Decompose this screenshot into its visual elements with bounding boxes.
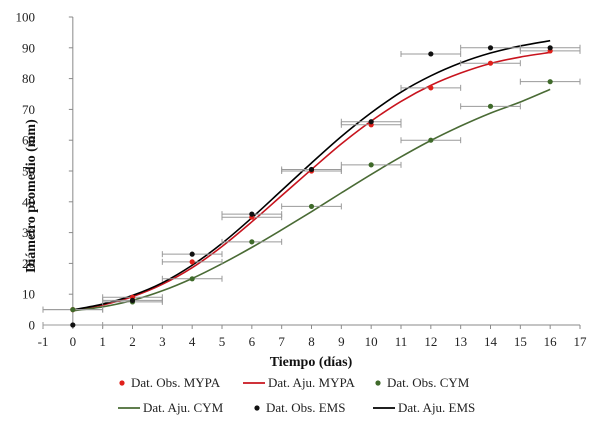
legend-label-dat-obs-mypa: Dat. Obs. MYPA <box>131 375 221 390</box>
x-tick-label: 14 <box>484 334 498 349</box>
x-tick-label: 10 <box>365 334 378 349</box>
y-tick-label: 70 <box>22 102 35 117</box>
data-point-dat-obs-cym <box>308 203 315 210</box>
x-tick-label: 13 <box>454 334 467 349</box>
legend-marker-dat-obs-cym <box>375 380 381 386</box>
data-point-dat-obs-cym <box>249 239 255 245</box>
data-point-dat-obs-ems <box>70 322 76 328</box>
y-tick-label: 80 <box>22 71 35 86</box>
data-point-dat-obs-cym <box>547 79 553 85</box>
data-point-dat-obs-ems <box>368 119 374 125</box>
data-point-dat-obs-ems <box>547 45 553 51</box>
series-line-dat-aju-ems <box>72 39 551 311</box>
x-axis-title: Tiempo (días) <box>270 355 353 370</box>
data-point-dat-obs-cym <box>368 162 374 168</box>
legend-label-dat-obs-ems: Dat. Obs. EMS <box>266 400 345 415</box>
data-point-dat-obs-cym <box>428 137 434 143</box>
legend-marker-dat-obs-mypa <box>119 380 125 386</box>
x-tick-label: 8 <box>308 334 315 349</box>
data-point-dat-obs-cym <box>189 276 195 282</box>
data-point-dat-obs-cym <box>70 307 76 313</box>
y-tick-label: 40 <box>22 194 35 209</box>
data-point-dat-obs-mypa <box>189 259 195 265</box>
x-tick-label: -1 <box>38 334 49 349</box>
data-point-dat-obs-mypa <box>428 85 434 91</box>
data-point-dat-obs-ems <box>308 166 315 173</box>
x-tick-label: 5 <box>219 334 226 349</box>
y-tick-label: 10 <box>22 287 35 302</box>
x-tick-label: 17 <box>574 334 588 349</box>
x-tick-label: 1 <box>99 334 106 349</box>
y-tick-label: 0 <box>29 318 36 333</box>
y-tick-label: 30 <box>22 225 35 240</box>
series-line-dat-aju-mypa <box>72 51 551 312</box>
x-tick-label: 2 <box>129 334 136 349</box>
data-point-dat-obs-mypa <box>487 60 494 66</box>
x-tick-label: 15 <box>514 334 527 349</box>
data-point-dat-obs-ems <box>129 297 136 303</box>
x-tick-label: 9 <box>338 334 345 349</box>
data-point-dat-obs-ems <box>249 211 255 217</box>
legend-label-dat-obs-cym: Dat. Obs. CYM <box>387 375 470 390</box>
y-tick-label: 90 <box>22 40 35 55</box>
x-tick-label: 16 <box>544 334 558 349</box>
y-tick-label: 60 <box>22 133 35 148</box>
y-tick-label: 100 <box>16 10 36 25</box>
legend-label-dat-aju-ems: Dat. Aju. EMS <box>398 400 475 415</box>
x-tick-label: 6 <box>249 334 256 349</box>
data-point-dat-obs-ems <box>428 51 434 57</box>
x-tick-label: 11 <box>395 334 408 349</box>
legend-label-dat-aju-mypa: Dat. Aju. MYPA <box>268 375 356 390</box>
x-tick-label: 12 <box>424 334 437 349</box>
data-point-dat-obs-ems <box>189 251 195 257</box>
y-tick-label: 20 <box>22 256 35 271</box>
data-point-dat-obs-ems <box>487 45 494 51</box>
series-line-dat-aju-cym <box>72 88 551 312</box>
y-tick-label: 50 <box>22 164 35 179</box>
legend-marker-dat-obs-ems <box>254 405 260 411</box>
x-tick-label: 3 <box>159 334 166 349</box>
y-axis-title: Diámetro promedio (mm) <box>24 119 39 273</box>
series-layer <box>42 39 581 328</box>
x-tick-label: 7 <box>278 334 285 349</box>
legend: Dat. Obs. MYPA Dat. Aju. MYPA Dat. Obs. CY… <box>118 375 475 415</box>
legend-label-dat-aju-cym: Dat. Aju. CYM <box>143 400 224 415</box>
x-tick-label: 0 <box>70 334 77 349</box>
x-tick-label: 4 <box>189 334 196 349</box>
data-point-dat-obs-cym <box>487 103 494 109</box>
